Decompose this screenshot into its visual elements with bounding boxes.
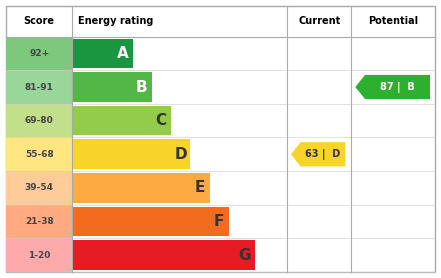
Text: 69-80: 69-80 (25, 116, 54, 125)
Bar (72, 72, 152, 102)
Text: 55-68: 55-68 (25, 150, 54, 159)
Bar (6, 104, 72, 138)
Text: D: D (174, 147, 187, 162)
Text: 81-91: 81-91 (25, 83, 54, 91)
Bar (6, 205, 72, 238)
Text: Current: Current (298, 16, 340, 26)
Text: 87 |  B: 87 | B (380, 81, 415, 93)
Text: 92+: 92+ (29, 49, 49, 58)
Bar (6, 238, 72, 272)
Polygon shape (291, 142, 345, 167)
Text: Energy rating: Energy rating (78, 16, 154, 26)
Bar (72, 106, 171, 135)
Bar (72, 240, 255, 270)
Text: Score: Score (24, 16, 55, 26)
Text: B: B (136, 80, 148, 95)
Bar (72, 140, 191, 169)
Text: 21-38: 21-38 (25, 217, 54, 226)
Text: 39-54: 39-54 (25, 183, 54, 192)
Text: F: F (214, 214, 224, 229)
Text: Potential: Potential (368, 16, 418, 26)
Text: G: G (239, 248, 251, 263)
Bar (6, 70, 72, 104)
Text: C: C (156, 113, 167, 128)
Bar (72, 207, 229, 236)
Text: 63 |  D: 63 | D (305, 149, 340, 160)
Text: E: E (194, 180, 205, 195)
Polygon shape (355, 75, 430, 99)
Bar (6, 37, 72, 70)
Bar (72, 173, 210, 203)
Bar (72, 39, 133, 68)
Text: 1-20: 1-20 (28, 251, 50, 260)
Bar (6, 138, 72, 171)
Text: A: A (117, 46, 128, 61)
Bar (6, 171, 72, 205)
